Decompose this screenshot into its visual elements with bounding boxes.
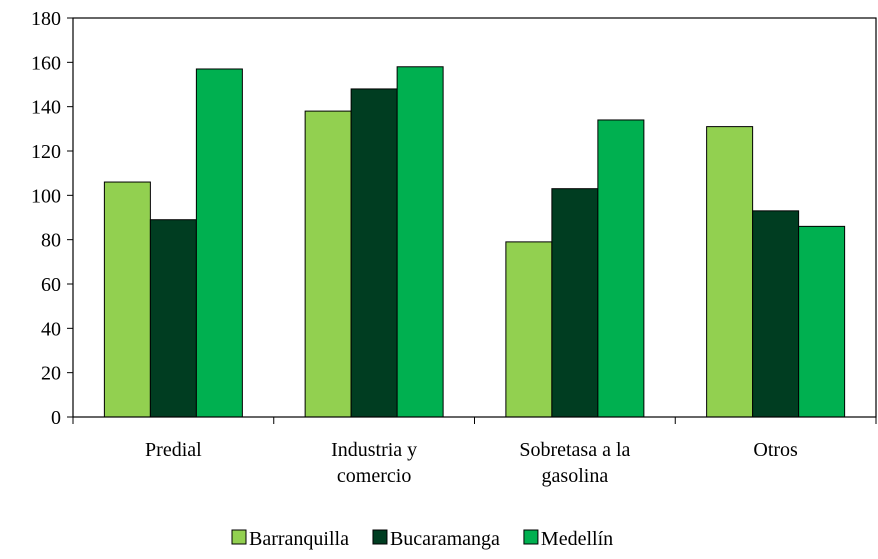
bar	[551, 188, 599, 418]
y-tick-label: 60	[41, 274, 61, 296]
bar	[149, 219, 197, 418]
y-tick-label: 0	[51, 407, 61, 429]
legend-label: Medellín	[541, 528, 613, 550]
bar	[396, 66, 444, 418]
y-tick-label: 100	[31, 185, 61, 207]
y-tick-label: 80	[41, 230, 61, 252]
legend-swatch	[231, 529, 247, 545]
bar	[103, 181, 151, 418]
bar	[798, 225, 846, 418]
bar	[304, 110, 352, 418]
y-tick-label: 180	[31, 8, 61, 30]
legend-label: Bucaramanga	[390, 528, 500, 550]
y-tick-label: 40	[41, 318, 61, 340]
legend-swatch	[523, 529, 539, 545]
y-tick-label: 20	[41, 363, 61, 385]
x-tick-label: Industria y comercio	[331, 439, 417, 487]
x-tick-label: Otros	[753, 439, 798, 461]
x-tick-label: Predial	[145, 439, 202, 461]
y-tick-label: 120	[31, 141, 61, 163]
bar	[350, 88, 398, 418]
bar	[505, 241, 553, 418]
bar	[706, 126, 754, 418]
bar	[597, 119, 645, 418]
legend-swatch	[372, 529, 388, 545]
legend-label: Barranquilla	[249, 528, 349, 550]
y-tick-label: 140	[31, 97, 61, 119]
legend: Barranquilla Bucaramanga Medellín	[231, 528, 613, 550]
bar	[752, 210, 800, 418]
y-tick-label: 160	[31, 52, 61, 74]
x-tick-label: Sobretasa a la gasolina	[519, 439, 630, 487]
bar	[195, 68, 243, 418]
